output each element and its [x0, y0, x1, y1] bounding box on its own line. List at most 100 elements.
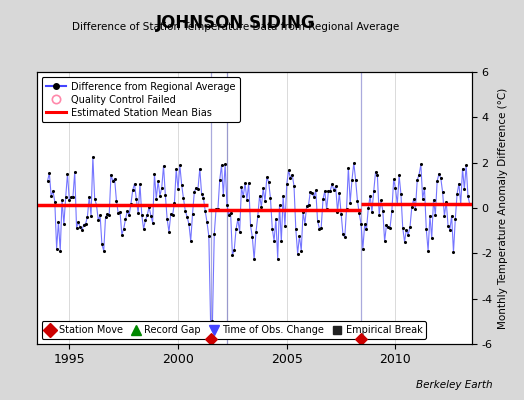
- Point: [103, 211, 112, 217]
- Point: [78, 227, 86, 233]
- Point: [344, 164, 353, 171]
- Point: [451, 216, 460, 222]
- Point: [402, 226, 410, 233]
- Point: [206, 323, 215, 329]
- Point: [279, 193, 287, 199]
- Point: [302, 202, 311, 209]
- Point: [219, 192, 227, 198]
- Point: [369, 188, 378, 194]
- Point: [346, 199, 354, 206]
- Point: [356, 336, 365, 343]
- Point: [319, 196, 327, 203]
- Point: [172, 166, 180, 172]
- Point: [248, 234, 257, 240]
- Point: [208, 318, 216, 324]
- Point: [65, 196, 73, 203]
- Point: [355, 210, 364, 217]
- Point: [341, 234, 349, 241]
- Point: [444, 222, 452, 229]
- Point: [221, 161, 230, 168]
- Point: [56, 248, 64, 254]
- Point: [145, 204, 153, 210]
- Point: [214, 206, 222, 213]
- Point: [304, 202, 313, 208]
- Point: [60, 221, 68, 227]
- Point: [194, 186, 202, 192]
- Point: [87, 212, 95, 219]
- Point: [391, 185, 400, 192]
- Point: [326, 188, 334, 194]
- Point: [128, 187, 137, 193]
- Point: [132, 196, 140, 202]
- Point: [435, 171, 443, 177]
- Point: [462, 162, 471, 168]
- Point: [47, 193, 56, 199]
- Point: [217, 162, 226, 168]
- Point: [91, 196, 99, 202]
- Point: [310, 194, 318, 201]
- Point: [138, 212, 146, 218]
- Point: [83, 214, 92, 220]
- Point: [442, 198, 451, 205]
- Point: [436, 175, 445, 181]
- Point: [466, 201, 474, 208]
- Point: [389, 176, 398, 182]
- Point: [270, 238, 278, 244]
- Point: [49, 188, 57, 194]
- Point: [170, 200, 179, 206]
- Point: [69, 194, 77, 200]
- Point: [290, 183, 298, 189]
- Point: [373, 172, 381, 179]
- Point: [328, 181, 336, 187]
- Point: [317, 225, 325, 231]
- Point: [335, 190, 344, 196]
- Point: [206, 336, 215, 343]
- Point: [101, 214, 110, 220]
- Point: [439, 189, 447, 196]
- Point: [152, 196, 160, 202]
- Point: [245, 180, 253, 186]
- Point: [167, 211, 175, 217]
- Point: [67, 194, 75, 200]
- Point: [230, 247, 238, 254]
- Point: [94, 217, 103, 224]
- Point: [234, 216, 242, 222]
- Point: [63, 171, 72, 177]
- Point: [315, 225, 323, 232]
- Point: [379, 208, 387, 214]
- Point: [259, 185, 267, 192]
- Point: [205, 233, 213, 240]
- Point: [417, 161, 425, 168]
- Point: [362, 226, 370, 233]
- Point: [456, 201, 465, 208]
- Point: [353, 197, 362, 204]
- Point: [203, 219, 211, 226]
- Point: [71, 169, 79, 175]
- Point: [282, 181, 291, 187]
- Point: [397, 191, 405, 197]
- Legend: Station Move, Record Gap, Time of Obs. Change, Empirical Break: Station Move, Record Gap, Time of Obs. C…: [41, 321, 427, 339]
- Point: [114, 210, 123, 216]
- Point: [422, 226, 431, 232]
- Point: [295, 233, 303, 239]
- Point: [76, 224, 84, 231]
- Point: [404, 232, 412, 238]
- Point: [148, 219, 157, 226]
- Point: [337, 210, 345, 217]
- Point: [199, 195, 208, 201]
- Point: [111, 176, 119, 182]
- Point: [293, 250, 302, 257]
- Point: [352, 177, 360, 183]
- Point: [123, 208, 132, 214]
- Point: [411, 206, 420, 212]
- Point: [271, 216, 280, 222]
- Point: [119, 226, 128, 232]
- Point: [89, 154, 97, 160]
- Point: [420, 185, 429, 191]
- Point: [178, 182, 186, 188]
- Point: [431, 212, 440, 218]
- Point: [198, 190, 206, 197]
- Point: [281, 223, 289, 229]
- Point: [268, 226, 277, 232]
- Point: [322, 206, 331, 212]
